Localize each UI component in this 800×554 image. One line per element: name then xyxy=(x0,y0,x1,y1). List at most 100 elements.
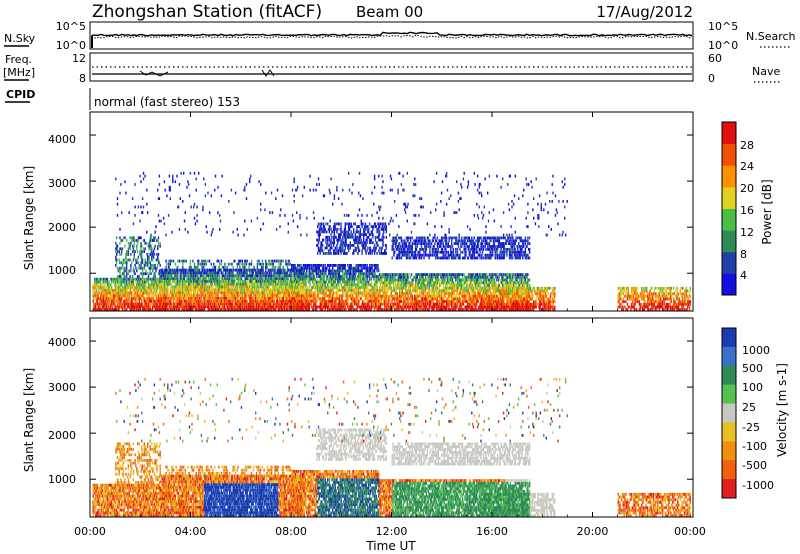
power-cell xyxy=(189,296,192,300)
power-cell xyxy=(168,277,171,280)
power-cell xyxy=(165,299,167,303)
power-cell xyxy=(244,282,247,286)
power-cell xyxy=(220,288,222,292)
power-cell xyxy=(260,262,263,266)
power-cell xyxy=(110,291,112,295)
power-cell xyxy=(191,294,193,297)
power-cell xyxy=(183,302,185,306)
power-cell xyxy=(172,296,174,300)
power-cell xyxy=(330,238,332,242)
power-cell xyxy=(130,269,132,273)
power-cell xyxy=(362,246,364,250)
power-cell xyxy=(146,280,148,284)
power-cell xyxy=(122,236,125,240)
power-cell xyxy=(371,241,373,245)
power-cell xyxy=(97,308,99,311)
power-cell xyxy=(337,297,340,300)
power-cell xyxy=(321,277,323,281)
power-cell xyxy=(95,305,97,309)
power-cell xyxy=(338,275,341,278)
power-cell xyxy=(358,246,360,250)
power-cell xyxy=(363,302,366,306)
power-cell xyxy=(202,262,204,266)
power-cell xyxy=(110,277,113,281)
power-cell xyxy=(266,282,269,286)
power-cell xyxy=(325,235,327,239)
power-cell xyxy=(256,268,259,272)
power-cell xyxy=(332,297,334,300)
power-cell xyxy=(229,299,231,303)
power-cell xyxy=(220,296,222,300)
power-cell xyxy=(201,280,203,283)
power-cell xyxy=(200,288,202,292)
power-cell xyxy=(336,275,338,278)
power-cell xyxy=(116,244,118,248)
power-cell xyxy=(308,266,310,270)
power-cell xyxy=(347,297,349,300)
power-cell xyxy=(328,272,331,276)
power-cell xyxy=(291,269,294,273)
power-cell xyxy=(134,272,136,276)
power-cell xyxy=(358,286,361,289)
power-cell xyxy=(330,302,332,306)
power-cell xyxy=(378,299,380,303)
power-cell xyxy=(357,286,359,289)
power-cell xyxy=(305,299,307,303)
power-cell xyxy=(185,302,187,306)
power-cell xyxy=(314,302,316,306)
power-cell xyxy=(123,280,125,284)
power-cell xyxy=(210,274,212,278)
power-cell xyxy=(270,291,273,295)
power-cell xyxy=(173,274,176,278)
power-cell xyxy=(251,291,253,295)
power-cell xyxy=(110,291,113,295)
power-cell xyxy=(311,266,313,270)
power-cell xyxy=(280,305,282,309)
power-cell xyxy=(271,288,274,292)
power-cell xyxy=(131,286,133,289)
power-cell xyxy=(319,280,321,284)
power-cell xyxy=(225,280,228,283)
power-cell xyxy=(369,233,372,236)
power-cell xyxy=(289,296,291,300)
power-cell xyxy=(299,305,301,309)
power-cell xyxy=(316,264,318,267)
power-cell xyxy=(243,302,245,306)
power-cell xyxy=(229,274,231,278)
power-cell xyxy=(291,264,294,267)
power-cell xyxy=(374,264,377,267)
power-cell xyxy=(327,283,329,287)
power-cell xyxy=(294,277,296,280)
power-cell xyxy=(232,288,234,292)
power-cell xyxy=(371,286,373,289)
power-cell xyxy=(239,277,242,280)
power-cell xyxy=(143,266,145,270)
power-cell xyxy=(353,222,355,226)
power-cell xyxy=(243,265,245,269)
power-cell xyxy=(127,247,130,251)
power-cell xyxy=(357,302,359,306)
power-cell xyxy=(369,308,372,311)
power-cell xyxy=(279,299,281,303)
power-cell xyxy=(193,271,196,275)
power-cell xyxy=(135,291,137,295)
power-cell xyxy=(216,291,218,295)
power-cell xyxy=(347,280,349,284)
power-cell xyxy=(151,280,153,284)
power-cell xyxy=(329,272,331,276)
power-cell xyxy=(142,286,145,289)
power-cell xyxy=(322,230,325,234)
power-cell xyxy=(156,283,158,287)
power-cell xyxy=(345,291,347,295)
power-cell xyxy=(156,288,158,292)
power-cell xyxy=(236,305,238,309)
power-cell xyxy=(200,262,202,266)
power-cell xyxy=(370,277,372,281)
power-cell xyxy=(281,285,284,289)
power-cell xyxy=(305,266,307,270)
power-cell xyxy=(252,282,254,286)
power-cell xyxy=(307,280,310,284)
power-cell xyxy=(348,272,351,276)
power-cell xyxy=(269,296,271,300)
power-cell xyxy=(208,288,210,292)
